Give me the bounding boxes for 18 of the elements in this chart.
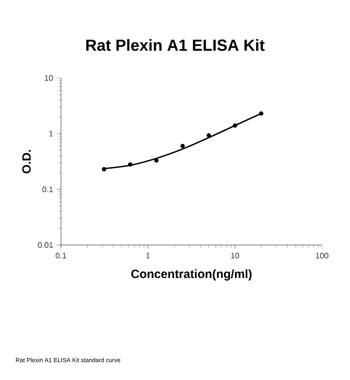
y-tick-label: 1 — [49, 130, 53, 136]
point — [258, 111, 264, 116]
point — [154, 158, 159, 163]
x-axis-title: Concentration(ng/ml) — [131, 269, 252, 281]
point — [102, 166, 106, 172]
y-tick-label: 0.01 — [38, 242, 53, 248]
point — [128, 162, 132, 167]
x-tick-label: 10 — [231, 252, 240, 258]
x-tick-label: 0.1 — [56, 252, 66, 258]
y-axis-title: O.D. — [22, 150, 31, 174]
y-tick-label: 0.1 — [42, 186, 53, 192]
chart-title: Rat Plexin A1 ELISA Kit — [86, 39, 265, 51]
x-tick-label: 1 — [146, 252, 150, 258]
y-tick-label: 10 — [44, 75, 53, 81]
point — [180, 144, 185, 148]
point — [232, 123, 238, 128]
x-tick-label: 100 — [316, 252, 328, 258]
point — [206, 133, 212, 138]
